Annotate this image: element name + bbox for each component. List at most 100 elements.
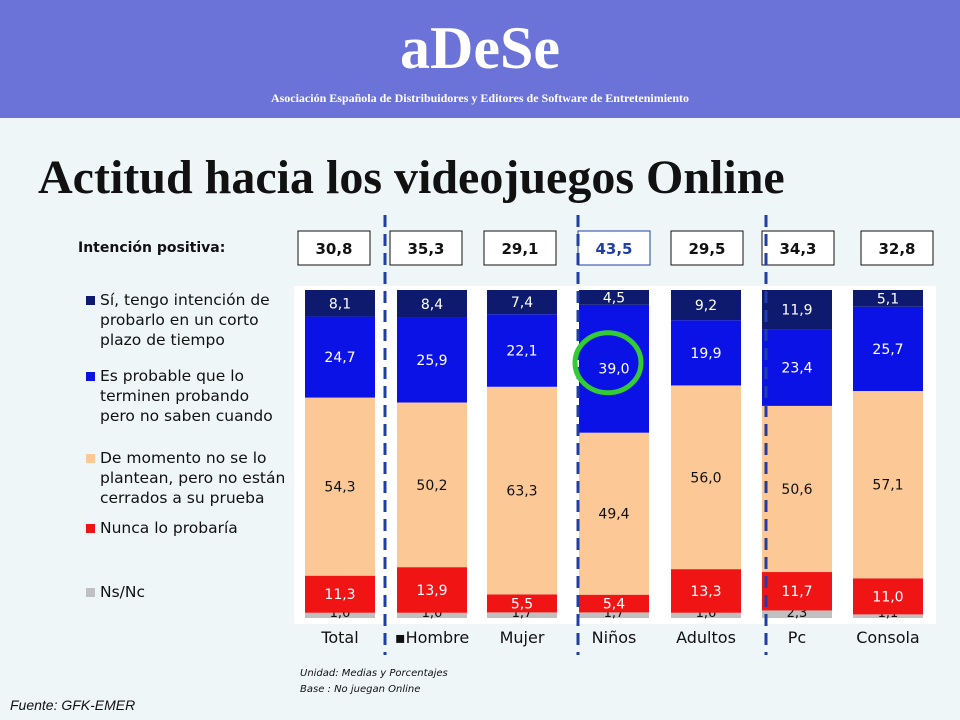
positive-intention-box xyxy=(577,230,651,266)
positive-intention-box xyxy=(389,230,463,266)
data-label: 8,1 xyxy=(329,296,351,312)
positive-intention-label: Intención positiva: xyxy=(78,240,226,256)
positive-intention-value: 30,8 xyxy=(315,240,352,258)
data-label: 49,4 xyxy=(598,507,629,523)
bar-segment xyxy=(762,290,832,330)
bar-segment xyxy=(579,304,649,433)
source-note: Fuente: GFK-EMER xyxy=(10,697,136,713)
bar-segment xyxy=(671,612,741,618)
base-note: Base : No juegan Online xyxy=(300,684,421,695)
data-label: 19,9 xyxy=(690,346,721,362)
legend-swatch xyxy=(86,296,95,305)
data-label: 9,2 xyxy=(695,298,717,314)
category-label: Mujer xyxy=(500,628,545,647)
data-label: 11,7 xyxy=(781,584,812,600)
legend-label: Sí, tengo intención de probarlo en un co… xyxy=(100,291,270,349)
positive-intention-box xyxy=(670,230,744,266)
bar-segment xyxy=(853,306,923,392)
data-label: 11,3 xyxy=(324,587,355,603)
data-label: 8,4 xyxy=(421,297,443,313)
legend-item-short-term: Sí, tengo intención de probarlo en un co… xyxy=(86,290,286,354)
bar-segment xyxy=(305,575,375,613)
legend-swatch xyxy=(86,372,95,381)
data-label: 39,0 xyxy=(598,362,629,378)
positive-intention-box xyxy=(761,230,835,266)
legend-swatch xyxy=(86,524,95,533)
chart-legend: Sí, tengo intención de probarlo en un co… xyxy=(86,290,286,602)
page-title: Actitud hacia los videojuegos Online xyxy=(38,151,785,204)
highlight-circle xyxy=(572,330,644,396)
category-label: Consola xyxy=(856,628,919,647)
bar-segment xyxy=(671,320,741,386)
positive-intention-value: 29,1 xyxy=(501,240,538,258)
data-label: 11,0 xyxy=(872,589,903,605)
bar-segment xyxy=(397,612,467,618)
data-label: 22,1 xyxy=(506,344,537,360)
category-label: Adultos xyxy=(676,628,736,647)
brand-logo-text: aDeSe xyxy=(400,15,560,81)
bar-segment xyxy=(579,612,649,618)
bar-segment xyxy=(397,317,467,403)
bar-segment xyxy=(853,614,923,618)
bar-segment xyxy=(305,316,375,398)
bar-segment xyxy=(397,290,467,318)
bar-segment xyxy=(853,578,923,615)
legend-item-probable: Es probable que lo terminen probando per… xyxy=(86,366,286,438)
legend-swatch xyxy=(86,454,95,463)
data-label: 24,7 xyxy=(324,350,355,366)
bar-segment xyxy=(671,290,741,321)
bar-segment xyxy=(853,391,923,579)
bar-segment xyxy=(487,612,557,618)
data-label: 5,4 xyxy=(603,597,625,613)
bar-segment xyxy=(397,402,467,568)
positive-intention-value: 29,5 xyxy=(688,240,725,258)
bar-segment xyxy=(397,567,467,613)
bar-segment xyxy=(579,432,649,595)
data-label: 5,5 xyxy=(511,596,533,612)
data-label: 50,6 xyxy=(781,482,812,498)
data-label: 56,0 xyxy=(690,470,721,486)
data-label: 23,4 xyxy=(781,360,812,376)
data-label: 13,9 xyxy=(416,583,447,599)
category-label: Niños xyxy=(592,628,637,647)
data-label: 11,9 xyxy=(781,303,812,319)
legend-swatch xyxy=(86,588,95,597)
bar-segment xyxy=(487,386,557,595)
bar-segment xyxy=(762,610,832,618)
bar-segment xyxy=(579,290,649,305)
bar-segment xyxy=(305,290,375,317)
data-label: 63,3 xyxy=(506,484,537,500)
bar-segment xyxy=(305,612,375,618)
bar-segment xyxy=(487,594,557,613)
legend-item-not-now: De momento no se lo plantean, pero no es… xyxy=(86,448,286,512)
positive-intention-value: 35,3 xyxy=(407,240,444,258)
data-label: 57,1 xyxy=(872,478,903,494)
legend-item-never: Nunca lo probaría xyxy=(86,518,286,538)
bar-segment xyxy=(305,397,375,576)
data-label: 13,3 xyxy=(690,584,721,600)
data-label: 25,7 xyxy=(872,342,903,358)
bar-segment xyxy=(762,572,832,611)
legend-label: Nunca lo probaría xyxy=(100,519,238,537)
positive-intention-box xyxy=(297,230,371,266)
bar-segment xyxy=(762,405,832,573)
positive-intention-value: 34,3 xyxy=(779,240,816,258)
bar-segment xyxy=(762,329,832,406)
bar-segment xyxy=(853,290,923,307)
brand-subtitle: Asociación Española de Distribuidores y … xyxy=(270,91,690,105)
positive-intention-box xyxy=(860,230,934,266)
legend-label: De momento no se lo plantean, pero no es… xyxy=(100,449,286,507)
legend-label: Es probable que lo terminen probando per… xyxy=(100,367,273,425)
legend-item-nsnc: Ns/Nc xyxy=(86,582,286,602)
data-label: 50,2 xyxy=(416,478,447,494)
bar-segment xyxy=(579,594,649,613)
bar-segment xyxy=(671,385,741,570)
data-label: 5,1 xyxy=(877,291,899,307)
positive-intention-value: 32,8 xyxy=(878,240,915,258)
bar-segment xyxy=(487,290,557,315)
bar-segment xyxy=(671,569,741,613)
category-label: Pc xyxy=(788,628,806,647)
data-label: 25,9 xyxy=(416,353,447,369)
data-label: 7,4 xyxy=(511,295,533,311)
